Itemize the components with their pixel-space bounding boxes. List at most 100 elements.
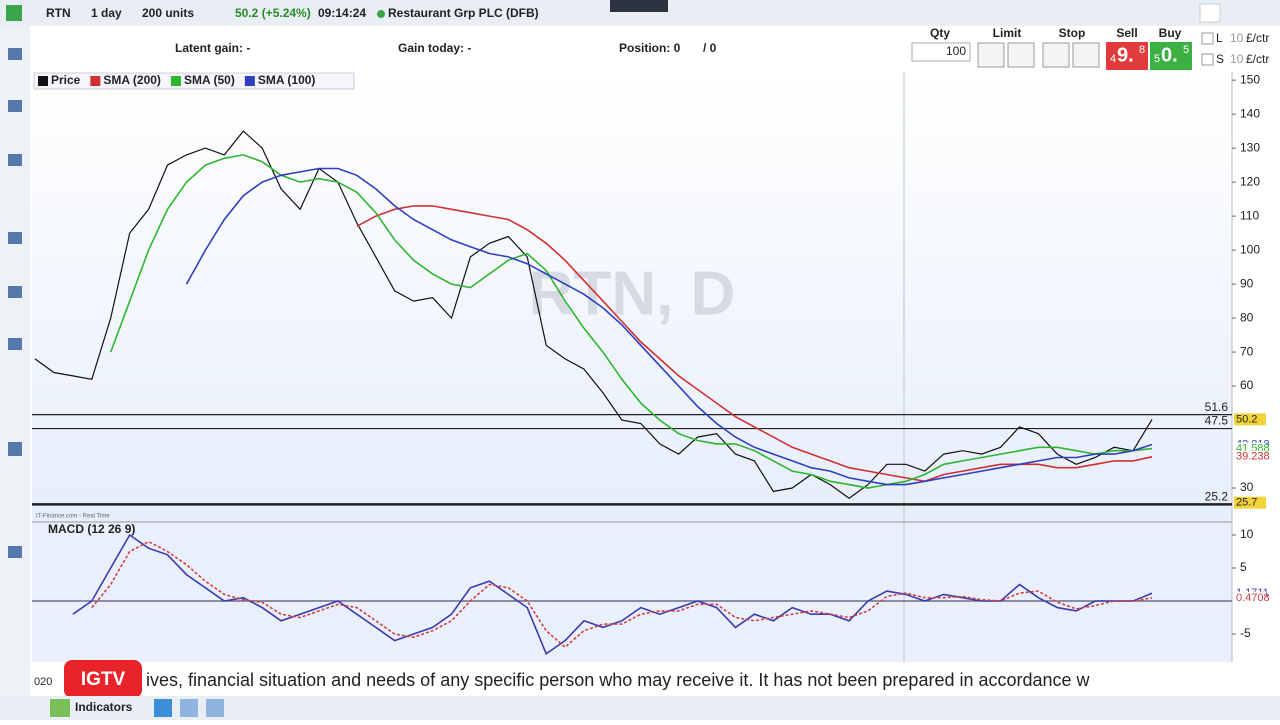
side: L: [1216, 31, 1223, 45]
sell-main[interactable]: 9.: [1117, 44, 1134, 66]
y-tick-label: 70: [1240, 344, 1254, 358]
series-line: [185, 167, 1153, 486]
price-badge: [1234, 450, 1266, 463]
last-price: 50.2 (+5.24%): [235, 6, 311, 20]
sell-button[interactable]: [1106, 42, 1148, 70]
y-tick-label: 80: [1240, 310, 1254, 324]
stop-buy-button[interactable]: [1042, 42, 1070, 68]
grip: [610, 0, 668, 12]
side: S: [1216, 52, 1224, 66]
indicators-icon[interactable]: [50, 699, 70, 717]
price-badge-label: 0.4708: [1236, 592, 1270, 604]
checkbox[interactable]: [1201, 53, 1214, 66]
tool[interactable]: [8, 154, 22, 166]
buy-button[interactable]: [1150, 42, 1192, 70]
refresh-button[interactable]: [1199, 3, 1221, 23]
y-tick-label: 120: [1240, 174, 1260, 188]
price-badge: [1234, 496, 1266, 509]
buy-main[interactable]: 0.: [1161, 44, 1178, 66]
stop-label: Stop: [1059, 26, 1086, 40]
size: 10: [1230, 31, 1244, 45]
ticker-bar: [30, 662, 1232, 696]
series-line: [109, 154, 1153, 489]
legend-label[interactable]: SMA (100): [258, 73, 316, 87]
app-icon[interactable]: [6, 5, 22, 21]
qty-label: Qty: [930, 26, 950, 40]
igtv-badge[interactable]: [64, 660, 142, 698]
units[interactable]: 200 units: [142, 6, 194, 20]
y-tick-label: 30: [1240, 480, 1254, 494]
price-badge: [1234, 591, 1266, 604]
legend-label[interactable]: SMA (50): [184, 73, 235, 87]
latent-gain: Latent gain: -: [175, 41, 250, 55]
igtv-label[interactable]: IGTV: [81, 669, 126, 690]
y-tick-label: 60: [1240, 378, 1254, 392]
instrument: Restaurant Grp PLC (DFB): [388, 6, 539, 20]
y-tick-label: 150: [1240, 72, 1260, 86]
macd-title: MACD (12 26 9): [48, 522, 135, 536]
series-line: [91, 540, 1153, 649]
qty[interactable]: 100: [946, 44, 966, 58]
unit: £/ctr: [1246, 52, 1269, 66]
tool[interactable]: [154, 699, 172, 717]
tool[interactable]: [8, 232, 22, 244]
stop-sell-button[interactable]: [1072, 42, 1100, 68]
y-tick-label: 110: [1240, 208, 1259, 222]
tool[interactable]: [8, 100, 22, 112]
symbol[interactable]: RTN: [46, 6, 71, 20]
gain-today: Gain today: -: [398, 41, 471, 55]
legend-swatch[interactable]: [244, 76, 255, 86]
indicators-button[interactable]: Indicators: [75, 700, 133, 714]
series-line: [72, 533, 1153, 656]
legend-swatch[interactable]: [170, 76, 181, 86]
watermark: RTN, D: [529, 259, 736, 328]
interval[interactable]: 1 day: [91, 6, 122, 20]
price-panel: [32, 72, 1232, 522]
position-total: / 0: [703, 41, 717, 55]
tool[interactable]: [8, 286, 22, 298]
ticker-text: ives, financial situation and needs of a…: [146, 670, 1091, 690]
tool[interactable]: [8, 442, 22, 456]
sell-pip[interactable]: 8: [1139, 44, 1145, 56]
tool[interactable]: [8, 338, 22, 350]
horizontal-line-label: 25.2: [1205, 490, 1229, 504]
price-badge: [1234, 413, 1266, 426]
info-bar: [30, 26, 1280, 72]
limit-sell-button[interactable]: [1007, 42, 1035, 68]
tool[interactable]: [180, 699, 198, 717]
y-tick-label: 140: [1240, 106, 1260, 120]
unit: £/ctr: [1246, 31, 1269, 45]
checkbox[interactable]: [1201, 32, 1214, 45]
horizontal-line-label: 47.5: [1205, 414, 1229, 428]
sell-lead[interactable]: 4: [1110, 53, 1116, 65]
limit-label: Limit: [993, 26, 1022, 40]
price-badge-label: 50.2: [1236, 413, 1257, 425]
tool[interactable]: [206, 699, 224, 717]
size: 10: [1230, 52, 1244, 66]
buy-lead[interactable]: 5: [1154, 53, 1160, 65]
tool[interactable]: [8, 48, 22, 60]
legend-swatch[interactable]: [38, 76, 48, 86]
tool-column: [0, 26, 30, 696]
clock: 09:14:24: [318, 6, 366, 20]
legend: [33, 72, 355, 90]
horizontal-line-label: 51.6: [1205, 400, 1229, 414]
legend-swatch[interactable]: [90, 76, 101, 86]
price-badge-label: 25.7: [1236, 497, 1257, 509]
sell-label: Sell: [1116, 26, 1137, 40]
y-tick-label: -5: [1240, 626, 1251, 640]
legend-label[interactable]: SMA (200): [103, 73, 161, 87]
buy-pip[interactable]: 5: [1183, 44, 1189, 56]
limit-buy-button[interactable]: [977, 42, 1005, 68]
status-dot: [377, 10, 385, 18]
qty-input[interactable]: [911, 42, 971, 62]
date-stub: 020: [34, 676, 52, 688]
y-tick-label: 90: [1240, 276, 1254, 290]
legend-label[interactable]: Price: [51, 73, 81, 87]
tool[interactable]: [8, 546, 22, 558]
y-tick-label: 100: [1240, 242, 1260, 256]
price-badge-label: 39.238: [1236, 451, 1270, 463]
position: Position: 0: [619, 41, 681, 55]
